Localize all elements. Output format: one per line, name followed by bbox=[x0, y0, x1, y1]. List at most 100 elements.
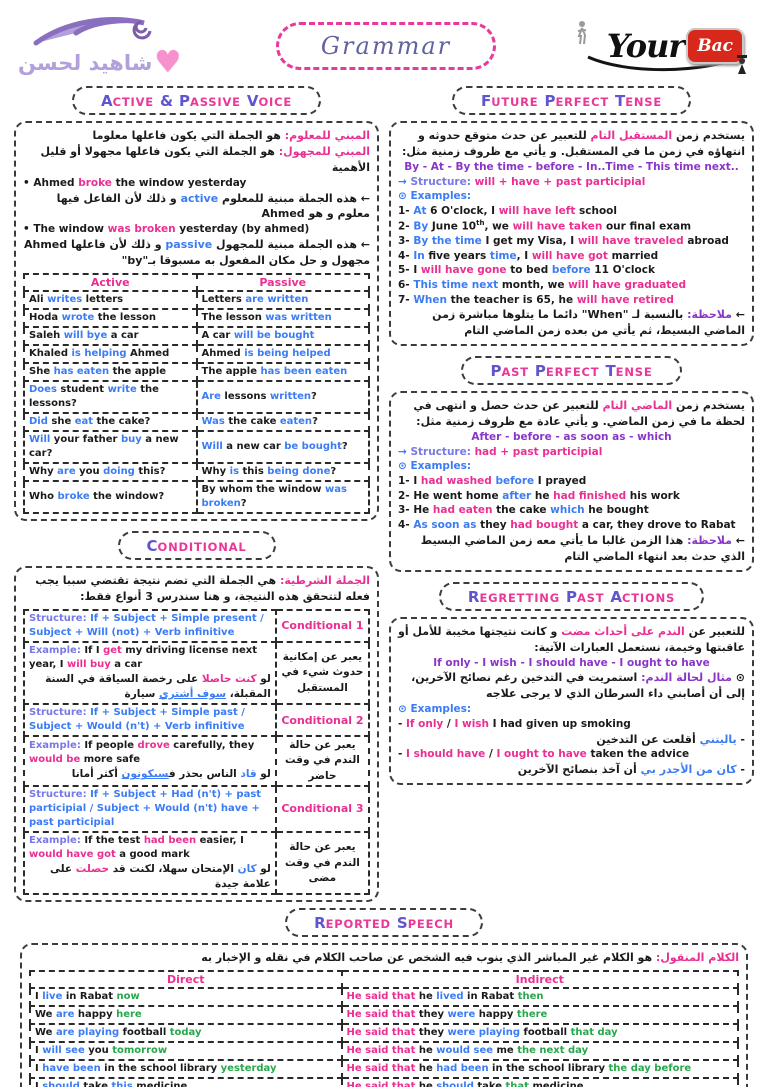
table-cell: Does student write the lessons? bbox=[23, 379, 198, 414]
regretting-box-line-5: - If only / I wish I had given up smokin… bbox=[398, 717, 631, 730]
active-passive-intro-line-5: • The window was broken yesterday (by ah… bbox=[23, 223, 310, 236]
column-header: Active bbox=[23, 272, 198, 292]
regretting-box: للتعبير عن الندم على أحداث مضت و كانت نت… bbox=[389, 616, 754, 786]
regretting-box-line-6: - ياليتني أقلعت عن التدخين bbox=[596, 732, 745, 746]
conditional-left-cell: Structure: If + Subject + Simple present… bbox=[23, 608, 277, 643]
conditional-left-cell: Structure: If + Subject + Simple past / … bbox=[23, 703, 277, 738]
reported-intro-line-1: الكلام المنقول: هو الكلام غير المباشر ال… bbox=[201, 951, 739, 965]
graduate-figure-icon bbox=[737, 55, 747, 74]
regretting-box-line-1: للتعبير عن الندم على أحداث مضت و كانت نت… bbox=[398, 624, 745, 654]
section-title-conditional: Conditional bbox=[117, 530, 276, 560]
cell-text: He said that they were playing football … bbox=[346, 1027, 618, 1039]
conditional-left-cell: Example: If people drove carefully, they… bbox=[23, 735, 277, 787]
conditional-table: Structure: If + Subject + Simple present… bbox=[23, 608, 371, 896]
table-row: Saleh will bye a car A car will be bought bbox=[23, 325, 370, 346]
table-row: Khaled is helping Ahmed Ahmed is being he… bbox=[23, 343, 370, 364]
conditional-left-line-1: Example: If I get my driving license nex… bbox=[29, 644, 257, 670]
cell-text: Ali writes letters bbox=[29, 293, 124, 305]
table-cell: Who broke the window? bbox=[23, 479, 198, 514]
table-cell: He said that he would see me the next da… bbox=[340, 1041, 740, 1062]
table-cell: I have been in the school library yester… bbox=[29, 1059, 343, 1080]
table-cell: We are playing football today bbox=[29, 1023, 343, 1044]
active-passive-intro-line-3: • Ahmed broke the window yesterday bbox=[23, 176, 247, 189]
table-row: Hoda wrote the lesson The lesson was writ… bbox=[23, 307, 370, 328]
cell-text: Khaled is helping Ahmed bbox=[29, 347, 170, 359]
table-cell: Why are you doing this? bbox=[23, 461, 198, 482]
conditional-right-cell: يعبر عن حالة الندم في وقت مضى bbox=[274, 830, 371, 896]
future-perfect-box-line-1: يستخدم زمن المستقبل التام للتعبير عن حدث… bbox=[401, 129, 745, 158]
cell-text: I live in Rabat now bbox=[35, 991, 140, 1003]
table-cell: Will a new car be bought? bbox=[195, 429, 370, 464]
past-perfect-box-line-4: ⊙ Examples: bbox=[398, 460, 472, 473]
table-cell: I should take this medicine bbox=[29, 1077, 343, 1087]
table-cell: Why is this being done? bbox=[195, 461, 370, 482]
active-passive-intro: المبني للمعلوم: هو الجملة التي يكون فاعل… bbox=[23, 128, 370, 269]
cell-text: He said that he lived in Rabat then bbox=[346, 991, 544, 1003]
cell-text: We are happy here bbox=[35, 1009, 142, 1021]
cell-text: He said that he would see me the next da… bbox=[346, 1045, 589, 1057]
table-header-row: Direct Indirect bbox=[29, 970, 740, 990]
conditional-right-cell: يعبر عن إمكانية حدوث شيء في المستقبل bbox=[274, 640, 371, 706]
yourbac-your-text: Your bbox=[606, 27, 686, 65]
right-column: Future Perfect Tense يستخدم زمن المستقبل ا… bbox=[389, 84, 754, 786]
active-passive-table: Active Passive Ali writes letters Letters a… bbox=[23, 272, 370, 514]
future-perfect-box-line-7: 3- By the time I get my Visa, I will hav… bbox=[398, 234, 729, 247]
table-cell: The apple has been eaten bbox=[195, 361, 370, 382]
conditional-right-text: Conditional 1 bbox=[281, 619, 364, 633]
past-perfect-box-line-6: 2- He went home after he had finished hi… bbox=[398, 489, 680, 502]
section-head-active-passive: Active & Passive Voice bbox=[14, 86, 379, 115]
conditional-right-text: Conditional 2 bbox=[281, 713, 364, 727]
section-title-regretting: Regretting Past Actions bbox=[438, 581, 705, 611]
section-head-reported: Reported Speech bbox=[20, 908, 748, 938]
conditional-right-text: يعبر عن حالة الندم في وقت حاضر bbox=[284, 739, 360, 782]
reported-intro: الكلام المنقول: هو الكلام غير المباشر ال… bbox=[29, 950, 739, 966]
section-title-reported: Reported Speech bbox=[285, 908, 483, 938]
table-cell: He said that he had been in the school l… bbox=[340, 1059, 740, 1080]
cell-text: Ahmed is being helped bbox=[201, 347, 331, 359]
cell-text: Are lessons written? bbox=[201, 390, 317, 402]
table-cell: Are lessons written? bbox=[195, 379, 370, 414]
table-row: We are happy here He said that they were … bbox=[29, 1005, 740, 1026]
section-title-past-perfect: Past Perfect Tense bbox=[461, 356, 682, 386]
cell-text: Did she eat the cake? bbox=[29, 415, 151, 427]
cell-text: Hoda wrote the lesson bbox=[29, 311, 156, 323]
cell-text: She has eaten the apple bbox=[29, 365, 167, 377]
past-perfect-box-line-2: After - before - as soon as - which bbox=[471, 431, 672, 443]
main-columns: Active & Passive Voice المبني للمعلوم: هو ا… bbox=[0, 84, 768, 903]
cell-text: Will your father buy a new car? bbox=[29, 433, 179, 459]
conditional-left-line-1: Structure: If + Subject + Simple present… bbox=[29, 612, 264, 638]
conditional-left-line-2: لو كنت حاصلا على رخصة السياقة في السنة ا… bbox=[45, 672, 271, 701]
cell-text: He said that he had been in the school l… bbox=[346, 1063, 692, 1075]
regretting-box-line-2: If only - I wish - I should have - I oug… bbox=[433, 656, 710, 669]
cell-text: We are playing football today bbox=[35, 1027, 202, 1039]
conditional-right-text: يعبر عن إمكانية حدوث شيء في المستقبل bbox=[281, 651, 364, 694]
table-row: I will see you tomorrow He said that he w… bbox=[29, 1041, 740, 1062]
past-perfect-box-line-7: 3- He had eaten the cake which he bought bbox=[398, 504, 649, 517]
section-head-future-perfect: Future Perfect Tense bbox=[389, 86, 754, 115]
conditional-right-cell: يعبر عن حالة الندم في وقت حاضر bbox=[274, 735, 371, 787]
conditional-row: Structure: If + Subject + Simple past / … bbox=[23, 703, 371, 738]
cell-text: Will a new car be bought? bbox=[201, 440, 348, 452]
table-cell: He said that he lived in Rabat then bbox=[340, 987, 740, 1008]
heart-icon: ♥ bbox=[154, 45, 182, 80]
cell-text: I will see you tomorrow bbox=[35, 1045, 168, 1057]
active-passive-intro-line-6: ← هذه الجملة مبنية للمجهول passive و ذلك… bbox=[23, 238, 370, 267]
past-perfect-box: يستخدم زمن الماضي التام للتعبير عن حدث ح… bbox=[389, 391, 754, 572]
table-cell: Was the cake eaten? bbox=[195, 411, 370, 432]
table-cell: Ahmed is being helped bbox=[195, 343, 370, 364]
cell-text: A car will be bought bbox=[201, 329, 315, 341]
table-row: Ali writes letters Letters are written bbox=[23, 289, 370, 310]
cell-text: Saleh will bye a car bbox=[29, 329, 139, 341]
future-perfect-box-line-5: 1- At 6 O'clock, I will have left school bbox=[398, 204, 617, 217]
regretting-box-line-3: ⊙ مثال لحالة الندم: استمريت في التدخين ر… bbox=[411, 671, 745, 701]
table-row: We are playing football today He said tha… bbox=[29, 1023, 740, 1044]
table-cell: Letters are written bbox=[195, 289, 370, 310]
active-passive-intro-line-2: المبني للمجهول: هو الجملة التي يكون فاعل… bbox=[40, 144, 370, 174]
site-logo-text-row: شاهيد لحسن ♥ bbox=[18, 45, 182, 80]
table-cell: A car will be bought bbox=[195, 325, 370, 346]
active-passive-intro-line-4: ← هذه الجملة مبنية للمعلوم active و ذلك … bbox=[56, 191, 370, 221]
conditional-row: Example: If I get my driving license nex… bbox=[23, 640, 371, 706]
future-perfect-box-line-9: 5- I will have gone to bed before 11 O'c… bbox=[398, 264, 655, 277]
table-cell: Hoda wrote the lesson bbox=[23, 307, 198, 328]
regretting-box-line-8: - كان من الأجدر بي أن آخذ بنصائح الآخرين bbox=[517, 763, 745, 777]
